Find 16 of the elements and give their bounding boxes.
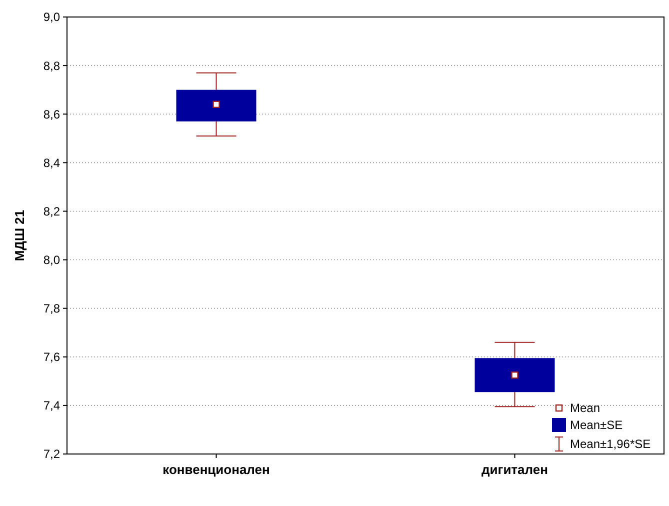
x-tick-label: дигитален xyxy=(482,462,548,477)
y-tick-label: 8,2 xyxy=(43,204,60,218)
y-axis-title: МДШ 21 xyxy=(12,210,27,262)
annotation: Mean xyxy=(570,401,600,416)
y-tick-label: 8,0 xyxy=(43,252,60,267)
y-tick-label: 8,6 xyxy=(43,107,60,122)
y-tick-label: 8,4 xyxy=(43,156,60,170)
y-tick-label: 9,0 xyxy=(43,10,60,24)
annotation: Mean±1,96*SE xyxy=(570,437,651,452)
y-tick-label: 7,4 xyxy=(43,398,60,413)
legend-label: Mean±SE xyxy=(570,418,623,432)
y-tick-label: 7,8 xyxy=(43,302,60,316)
y-tick-label: 7,6 xyxy=(43,350,60,364)
y-tick-label: 7,2 xyxy=(43,447,60,462)
y-tick-label: 8,8 xyxy=(43,58,60,73)
x-tick-label: конвенционален xyxy=(162,462,270,477)
